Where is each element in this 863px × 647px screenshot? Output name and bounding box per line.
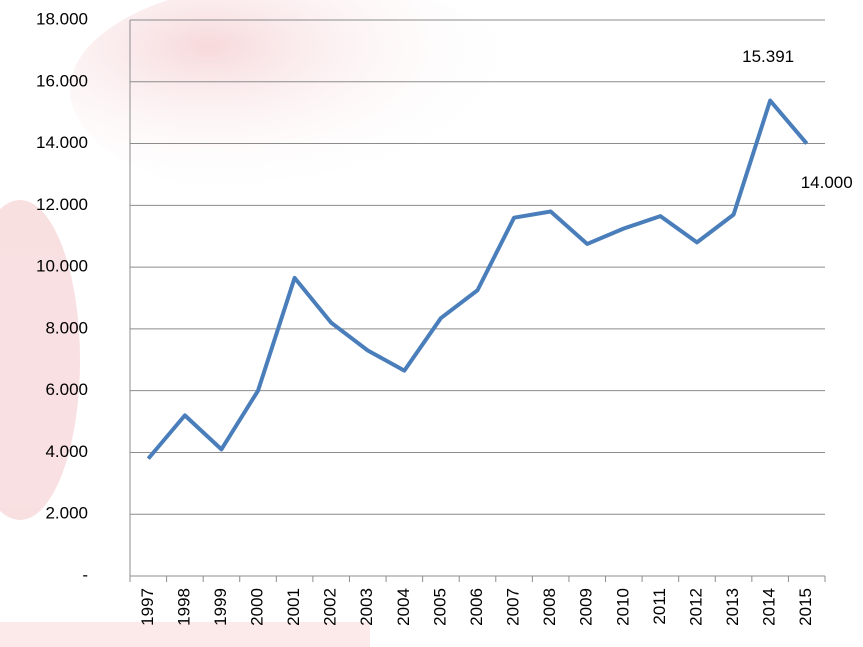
y-tick-label: 8.000 (45, 318, 88, 337)
x-tick-label: 2011 (650, 588, 669, 625)
x-tick-label: 2009 (577, 588, 596, 626)
y-tick-label: 4.000 (45, 442, 88, 461)
x-tick-label: 2006 (467, 588, 486, 626)
y-tick-label: 14.000 (36, 133, 88, 152)
y-tick-label: 12.000 (36, 195, 88, 214)
y-tick-label: 18.000 (36, 9, 88, 28)
line (146, 98, 809, 460)
x-tick-label: 2013 (723, 588, 742, 626)
data-label: 14.000 (801, 173, 853, 192)
x-tick-label: 2007 (504, 588, 523, 626)
y-tick-label: - (82, 565, 88, 584)
x-tick-label: 2012 (686, 588, 705, 626)
data-label: 15.391 (742, 47, 794, 66)
y-tick-label: 2.000 (45, 504, 88, 523)
x-tick-label: 2000 (248, 588, 267, 626)
x-tick-label: 2004 (394, 588, 413, 626)
x-tick-label: 1998 (174, 588, 193, 626)
x-tick-label: 2001 (284, 588, 303, 626)
y-tick-label: 10.000 (36, 257, 88, 276)
watermark (0, 0, 530, 647)
x-tick-label: 1999 (211, 588, 230, 626)
y-tick-label: 16.000 (36, 71, 88, 90)
x-tick-label: 2005 (430, 588, 449, 626)
x-tick-label: 2002 (321, 588, 340, 626)
x-tick-label: 2014 (760, 588, 779, 626)
x-tick-label: 2010 (613, 588, 632, 626)
x-tick-label: 2008 (540, 588, 559, 626)
x-tick-label: 2015 (796, 588, 815, 626)
y-tick-label: 6.000 (45, 380, 88, 399)
x-tick-label: 2003 (357, 588, 376, 626)
x-tick-label: 1997 (138, 588, 157, 626)
